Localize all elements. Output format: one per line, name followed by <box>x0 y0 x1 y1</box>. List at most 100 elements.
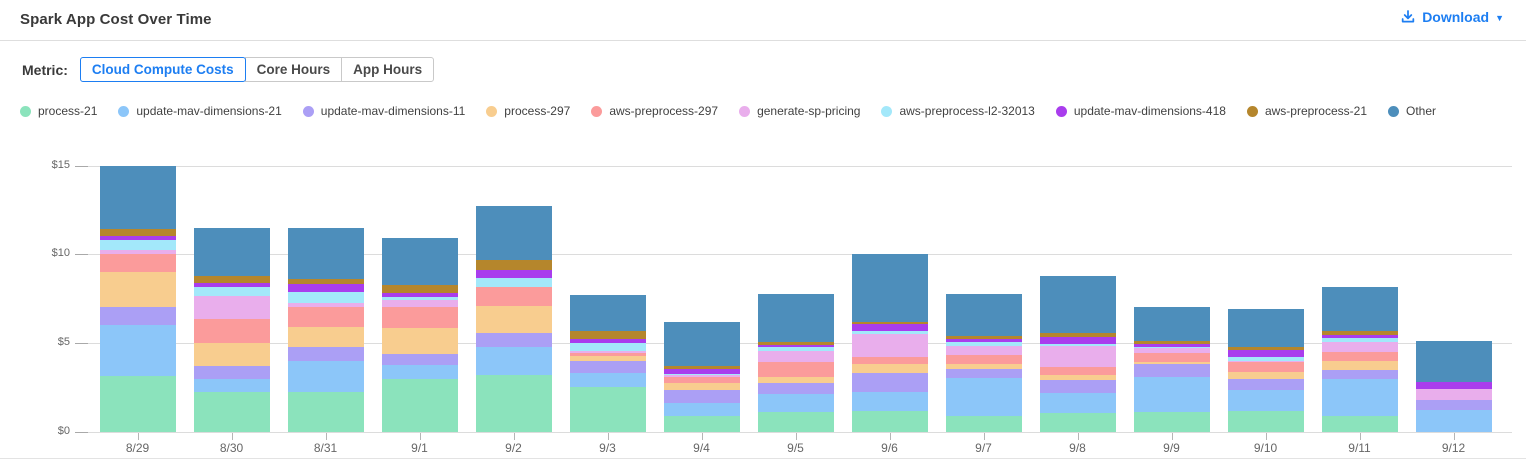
bar-segment-aws-preprocess-21[interactable] <box>287 279 364 284</box>
bar-segment-process-21[interactable] <box>99 375 176 432</box>
bar-segment-update-mav-dimensions-21[interactable] <box>569 373 646 388</box>
bar-segment-update-mav-dimensions-21[interactable] <box>1227 389 1304 412</box>
bar-segment-other[interactable] <box>99 165 176 229</box>
bar-segment-update-mav-dimensions-21[interactable] <box>945 378 1022 417</box>
bar-segment-aws-preprocess-21[interactable] <box>757 342 834 345</box>
bar-segment-other[interactable] <box>1227 309 1304 348</box>
bar-segment-other[interactable] <box>1039 276 1116 334</box>
bar-segment-generate-sp-pricing[interactable] <box>757 350 834 362</box>
bar-segment-process-21[interactable] <box>475 374 552 432</box>
bar-segment-other[interactable] <box>663 321 740 366</box>
bar-segment-process-21[interactable] <box>569 387 646 432</box>
bar-segment-update-mav-dimensions-418[interactable] <box>475 270 552 279</box>
bar-segment-update-mav-dimensions-11[interactable] <box>475 333 552 348</box>
bar-segment-other[interactable] <box>287 227 364 280</box>
bar-segment-update-mav-dimensions-21[interactable] <box>193 379 270 392</box>
bar-segment-update-mav-dimensions-418[interactable] <box>1415 381 1492 389</box>
bar-segment-process-21[interactable] <box>381 379 458 432</box>
bar-segment-aws-preprocess-297[interactable] <box>475 287 552 306</box>
bar-segment-update-mav-dimensions-11[interactable] <box>381 354 458 366</box>
bar-segment-aws-preprocess-l2-32013[interactable] <box>99 240 176 250</box>
bar-segment-update-mav-dimensions-21[interactable] <box>475 347 552 375</box>
bar-segment-aws-preprocess-297[interactable] <box>663 377 740 383</box>
bar-column-9-3[interactable] <box>569 295 646 432</box>
bar-segment-update-mav-dimensions-11[interactable] <box>287 347 364 362</box>
bar-segment-generate-sp-pricing[interactable] <box>1227 360 1304 363</box>
bar-segment-update-mav-dimensions-11[interactable] <box>1227 379 1304 390</box>
legend-item-process-297[interactable]: process-297 <box>486 104 570 118</box>
bar-segment-process-297[interactable] <box>193 342 270 366</box>
bar-segment-other[interactable] <box>945 294 1022 336</box>
bar-segment-aws-preprocess-297[interactable] <box>381 306 458 328</box>
bar-segment-update-mav-dimensions-11[interactable] <box>851 373 928 392</box>
bar-segment-update-mav-dimensions-418[interactable] <box>757 344 834 348</box>
bar-segment-update-mav-dimensions-11[interactable] <box>945 369 1022 379</box>
bar-segment-process-297[interactable] <box>569 356 646 361</box>
bar-segment-aws-preprocess-21[interactable] <box>1321 331 1398 335</box>
legend-item-generate-sp-pricing[interactable]: generate-sp-pricing <box>739 104 860 118</box>
bar-segment-other[interactable] <box>1133 307 1210 342</box>
bar-segment-process-297[interactable] <box>99 271 176 308</box>
bar-segment-update-mav-dimensions-11[interactable] <box>757 382 834 395</box>
bar-segment-aws-preprocess-21[interactable] <box>1039 333 1116 337</box>
bar-segment-aws-preprocess-297[interactable] <box>569 352 646 357</box>
legend-item-update-mav-dimensions-418[interactable]: update-mav-dimensions-418 <box>1055 104 1226 118</box>
bar-segment-aws-preprocess-l2-32013[interactable] <box>945 342 1022 346</box>
bar-segment-update-mav-dimensions-11[interactable] <box>193 365 270 380</box>
bar-column-9-7[interactable] <box>945 294 1022 432</box>
bar-segment-aws-preprocess-21[interactable] <box>945 335 1022 340</box>
bar-column-9-2[interactable] <box>475 206 552 432</box>
bar-segment-process-21[interactable] <box>287 391 364 432</box>
bar-segment-aws-preprocess-21[interactable] <box>1133 341 1210 344</box>
bar-segment-process-297[interactable] <box>475 305 552 334</box>
bar-segment-aws-preprocess-l2-32013[interactable] <box>569 342 646 351</box>
bar-segment-aws-preprocess-297[interactable] <box>1133 352 1210 363</box>
bar-segment-update-mav-dimensions-11[interactable] <box>663 389 740 404</box>
bar-column-8-30[interactable] <box>193 227 270 432</box>
bar-segment-process-21[interactable] <box>193 391 270 432</box>
bar-column-9-9[interactable] <box>1133 307 1210 432</box>
bar-segment-process-21[interactable] <box>945 416 1022 432</box>
bar-segment-generate-sp-pricing[interactable] <box>1133 348 1210 353</box>
bar-segment-process-21[interactable] <box>1321 415 1398 432</box>
bar-segment-update-mav-dimensions-21[interactable] <box>1321 379 1398 416</box>
legend-item-aws-preprocess-l2-32013[interactable]: aws-preprocess-l2-32013 <box>881 104 1035 118</box>
bar-segment-process-297[interactable] <box>1321 361 1398 371</box>
bar-segment-other[interactable] <box>851 254 928 322</box>
bar-segment-process-21[interactable] <box>851 411 928 432</box>
bar-segment-update-mav-dimensions-418[interactable] <box>945 339 1022 342</box>
bar-segment-update-mav-dimensions-418[interactable] <box>1039 336 1116 344</box>
bar-segment-process-297[interactable] <box>381 327 458 355</box>
bar-segment-aws-preprocess-297[interactable] <box>1321 351 1398 362</box>
bar-segment-process-297[interactable] <box>851 364 928 373</box>
bar-segment-update-mav-dimensions-418[interactable] <box>1321 334 1398 338</box>
bar-segment-generate-sp-pricing[interactable] <box>569 350 646 353</box>
bar-segment-update-mav-dimensions-21[interactable] <box>381 365 458 380</box>
bar-segment-update-mav-dimensions-11[interactable] <box>1133 364 1210 377</box>
legend-item-other[interactable]: Other <box>1388 104 1436 118</box>
bar-segment-process-297[interactable] <box>757 377 834 383</box>
bar-segment-update-mav-dimensions-21[interactable] <box>1039 392 1116 413</box>
bar-segment-process-21[interactable] <box>1039 412 1116 432</box>
bar-segment-update-mav-dimensions-418[interactable] <box>663 368 740 374</box>
bar-segment-generate-sp-pricing[interactable] <box>663 374 740 378</box>
legend-item-process-21[interactable]: process-21 <box>20 104 97 118</box>
bar-segment-process-297[interactable] <box>945 364 1022 370</box>
bar-segment-aws-preprocess-21[interactable] <box>99 228 176 236</box>
bar-segment-update-mav-dimensions-418[interactable] <box>99 235 176 241</box>
bar-segment-aws-preprocess-21[interactable] <box>851 321 928 325</box>
bar-column-9-5[interactable] <box>757 294 834 432</box>
legend-item-aws-preprocess-21[interactable]: aws-preprocess-21 <box>1246 104 1367 118</box>
bar-segment-aws-preprocess-l2-32013[interactable] <box>757 347 834 351</box>
bar-segment-update-mav-dimensions-418[interactable] <box>1133 343 1210 348</box>
bar-segment-aws-preprocess-297[interactable] <box>1227 362 1304 373</box>
bar-segment-update-mav-dimensions-418[interactable] <box>851 324 928 332</box>
bar-segment-generate-sp-pricing[interactable] <box>193 295 270 319</box>
bar-segment-update-mav-dimensions-418[interactable] <box>1227 350 1304 358</box>
bar-column-9-1[interactable] <box>381 238 458 432</box>
legend-item-aws-preprocess-297[interactable]: aws-preprocess-297 <box>591 104 718 118</box>
bar-segment-update-mav-dimensions-11[interactable] <box>1321 370 1398 380</box>
bar-segment-aws-preprocess-297[interactable] <box>945 355 1022 365</box>
bar-segment-other[interactable] <box>569 295 646 332</box>
bar-column-9-12[interactable] <box>1415 341 1492 432</box>
